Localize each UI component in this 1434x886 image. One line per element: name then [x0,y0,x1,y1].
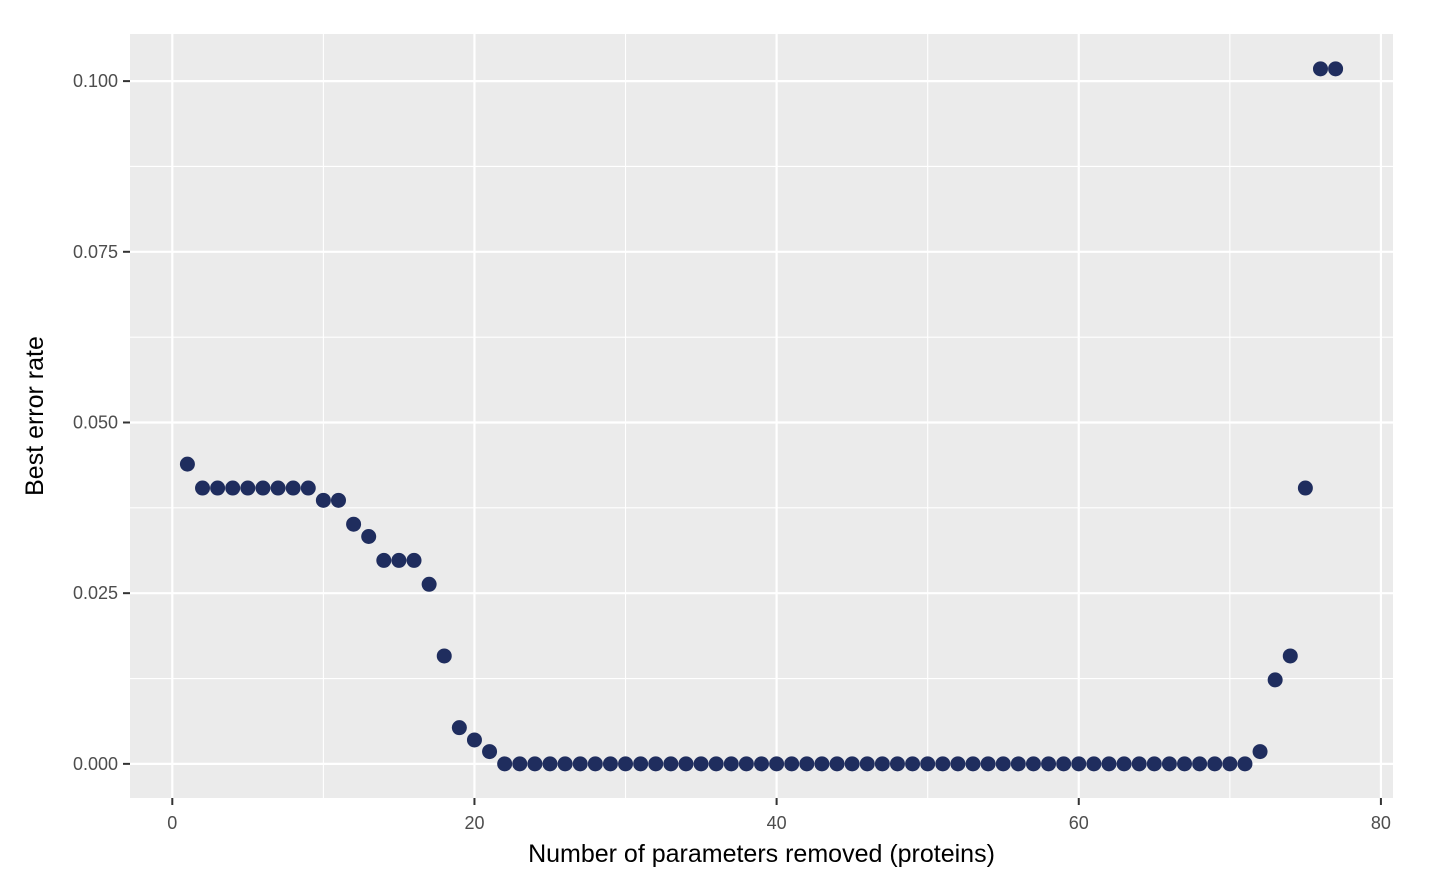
data-point [1297,480,1313,496]
y-tick-label: 0.100 [73,71,118,91]
y-axis-title: Best error rate [21,336,49,496]
data-point [965,756,981,772]
data-point [466,732,482,748]
x-tick-label: 40 [767,813,787,833]
data-point [527,756,543,772]
data-point [618,756,634,772]
data-point [633,756,649,772]
data-point [1161,756,1177,772]
data-point [195,480,211,496]
data-point [1312,61,1328,77]
data-point [935,756,951,772]
x-axis-title: Number of parameters removed (proteins) [528,840,995,868]
data-point [587,756,603,772]
data-point [210,480,226,496]
data-point [784,756,800,772]
data-point [240,480,256,496]
plot-panel [130,34,1393,798]
data-point [769,756,785,772]
data-point [754,756,769,772]
data-point [678,756,694,772]
data-point [300,480,316,496]
data-point [844,756,860,772]
data-point [1146,756,1162,772]
data-point [889,756,905,772]
data-point [1177,756,1193,772]
data-point [270,480,286,496]
y-tick-label: 0.000 [73,754,118,774]
data-point [406,552,422,568]
data-point [391,552,407,568]
x-tick-label: 60 [1069,813,1089,833]
data-points [179,61,1344,772]
data-point [482,744,498,760]
data-point [1041,756,1057,772]
data-point [1282,648,1298,664]
data-point [421,576,437,592]
data-point [799,756,815,772]
x-tick-label: 80 [1371,813,1391,833]
data-point [1116,756,1132,772]
data-point [859,756,875,772]
data-point [1131,756,1147,772]
data-point [557,756,573,772]
x-axis: 0 20 40 60 80 [167,798,1391,833]
data-point [179,456,195,472]
minor-gridlines [130,34,1393,798]
data-point [1101,756,1117,772]
data-point [542,756,558,772]
data-point [512,756,528,772]
y-tick-label: 0.075 [73,242,118,262]
data-point [1328,61,1344,77]
data-point [950,756,966,772]
data-point [829,756,845,772]
data-point [980,756,996,772]
data-point [376,552,392,568]
data-point [708,756,724,772]
data-point [1252,744,1268,760]
data-point [285,480,301,496]
data-point [1192,756,1208,772]
data-point [572,756,588,772]
data-point [497,756,513,772]
data-point [1086,756,1102,772]
data-point [1207,756,1223,772]
data-point [693,756,709,772]
data-point [315,492,331,508]
y-tick-label: 0.025 [73,583,118,603]
data-point [602,756,618,772]
data-point [1237,756,1253,772]
data-point [814,756,830,772]
data-point [1222,756,1238,772]
data-point [905,756,921,772]
x-tick-label: 20 [464,813,484,833]
data-point [1025,756,1041,772]
x-tick-label: 0 [167,813,177,833]
data-point [1267,672,1283,688]
data-point [723,756,739,772]
data-point [874,756,890,772]
data-point [738,756,754,772]
data-point [255,480,271,496]
data-point [1071,756,1087,772]
data-point [361,529,377,545]
data-point [663,756,679,772]
data-point [346,516,362,532]
data-point [648,756,664,772]
data-point [451,720,467,736]
y-axis: 0.000 0.025 0.050 0.075 0.100 [73,71,130,774]
data-point [225,480,241,496]
data-point [1010,756,1026,772]
data-point [436,648,452,664]
data-point [920,756,936,772]
data-point [995,756,1011,772]
y-tick-label: 0.050 [73,412,118,432]
data-point [330,492,346,508]
data-point [1056,756,1072,772]
